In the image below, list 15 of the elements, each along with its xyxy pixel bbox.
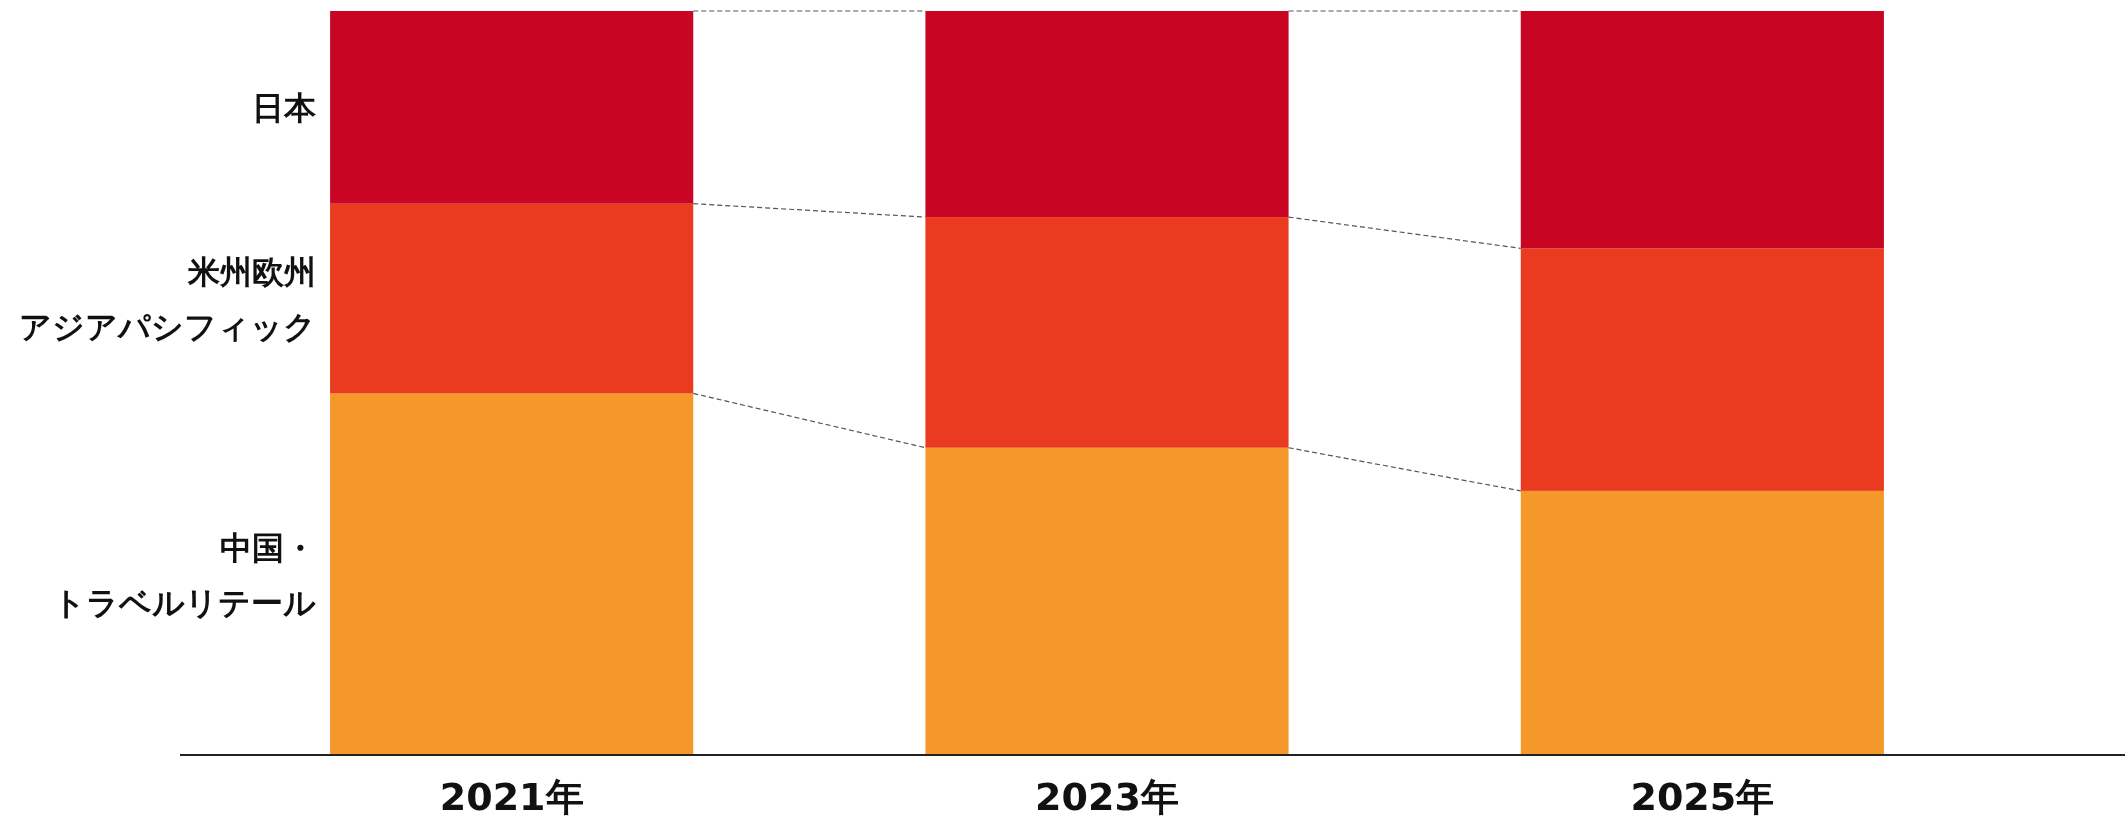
bar <box>1520 490 1884 755</box>
series-label: 中国・トラベルリテール <box>53 528 317 622</box>
bar <box>1520 11 1884 249</box>
bar <box>1520 248 1884 491</box>
series-label: 米州欧州アジアパシフィック <box>19 253 317 347</box>
bar <box>330 203 694 394</box>
bar <box>925 11 1289 218</box>
bar <box>925 217 1289 448</box>
series-label: 日本 <box>252 89 318 128</box>
x-tick-label: 2023年 <box>1035 775 1179 819</box>
x-tick-label: 2021年 <box>439 775 584 819</box>
x-tick-label: 2025年 <box>1630 775 1775 819</box>
bar <box>330 11 694 204</box>
bar <box>925 447 1289 755</box>
bar <box>330 393 694 755</box>
